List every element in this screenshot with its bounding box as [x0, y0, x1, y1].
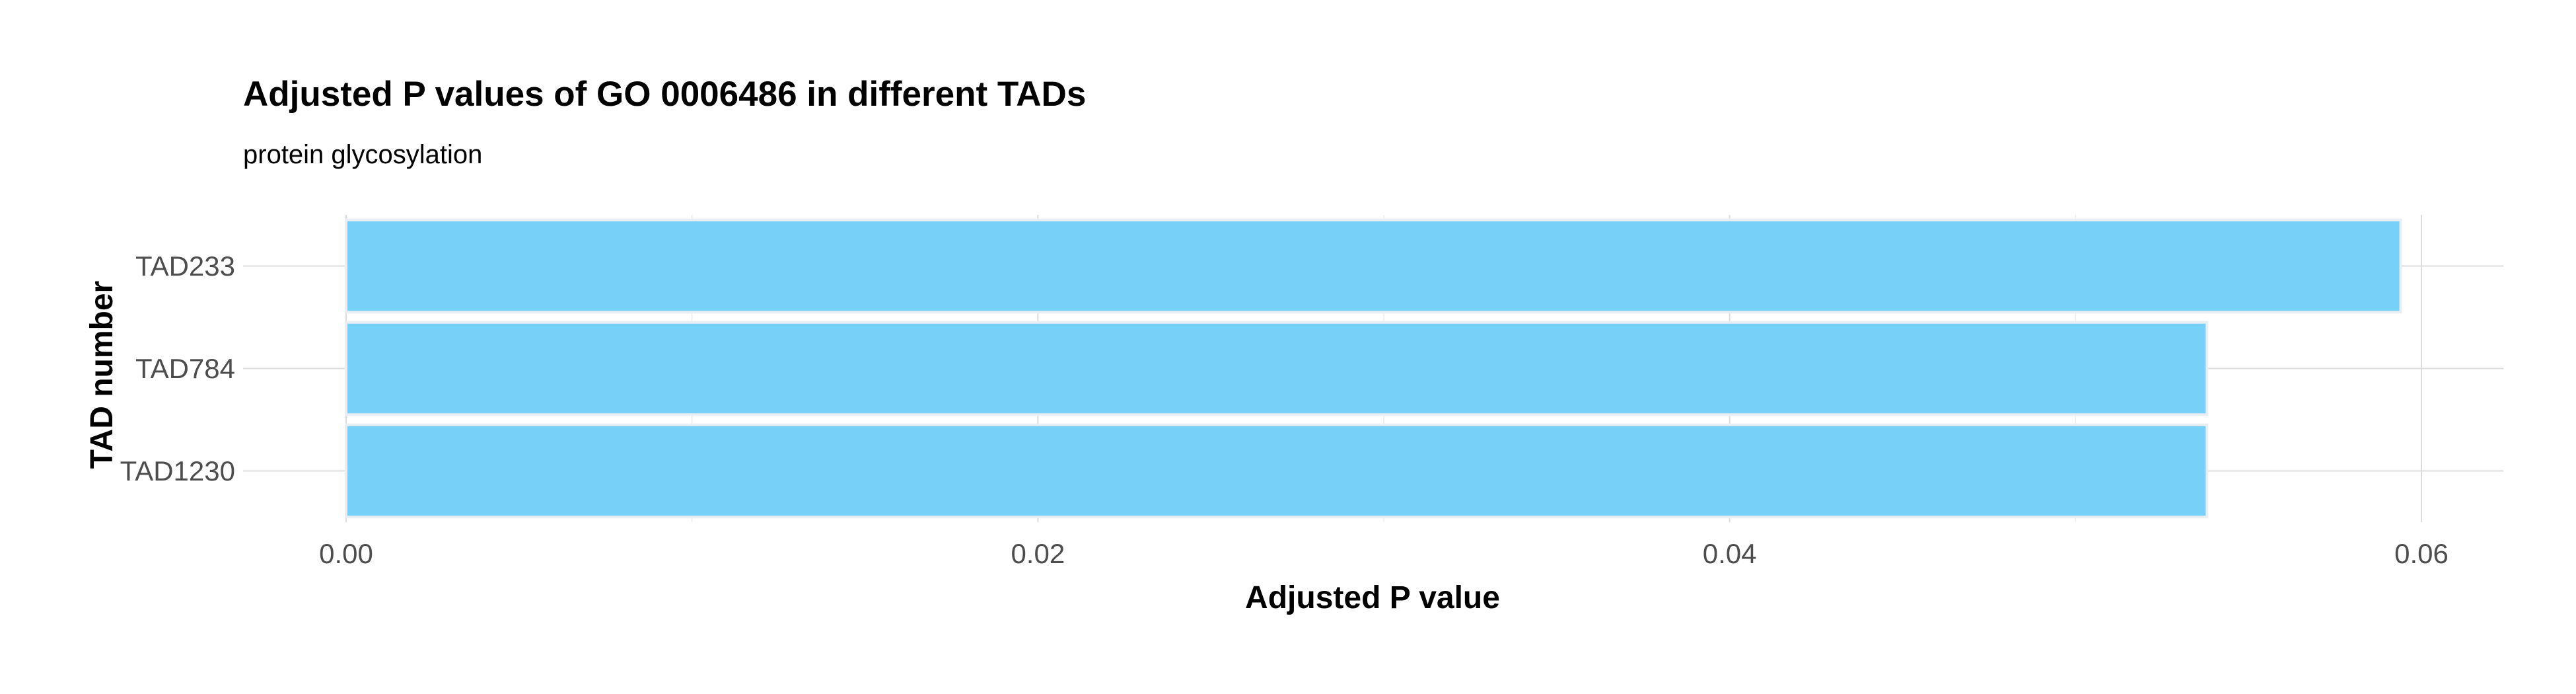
x-tick-label: 0.02 — [1011, 538, 1065, 569]
y-axis-label: TAD number — [85, 281, 120, 469]
y-tick-label: TAD784 — [135, 353, 235, 384]
y-tick-label: TAD233 — [135, 251, 235, 282]
bars — [345, 218, 2402, 519]
x-tick-label: 0.04 — [1703, 538, 1757, 569]
chart-subtitle: protein glycosylation — [243, 140, 483, 169]
chart-title: Adjusted P values of GO 0006486 in diffe… — [243, 75, 1087, 114]
bar-tad233 — [345, 218, 2402, 314]
x-tick-label: 0.06 — [2394, 538, 2449, 569]
bar-tad1230 — [345, 423, 2209, 519]
axes: TAD233 TAD784 TAD1230 0.00 0.02 0.04 0.06 — [120, 251, 2449, 569]
y-tick-label: TAD1230 — [120, 455, 235, 486]
x-tick-label: 0.00 — [319, 538, 373, 569]
bar-tad784 — [345, 321, 2209, 416]
x-axis-label: Adjusted P value — [1245, 580, 1500, 615]
